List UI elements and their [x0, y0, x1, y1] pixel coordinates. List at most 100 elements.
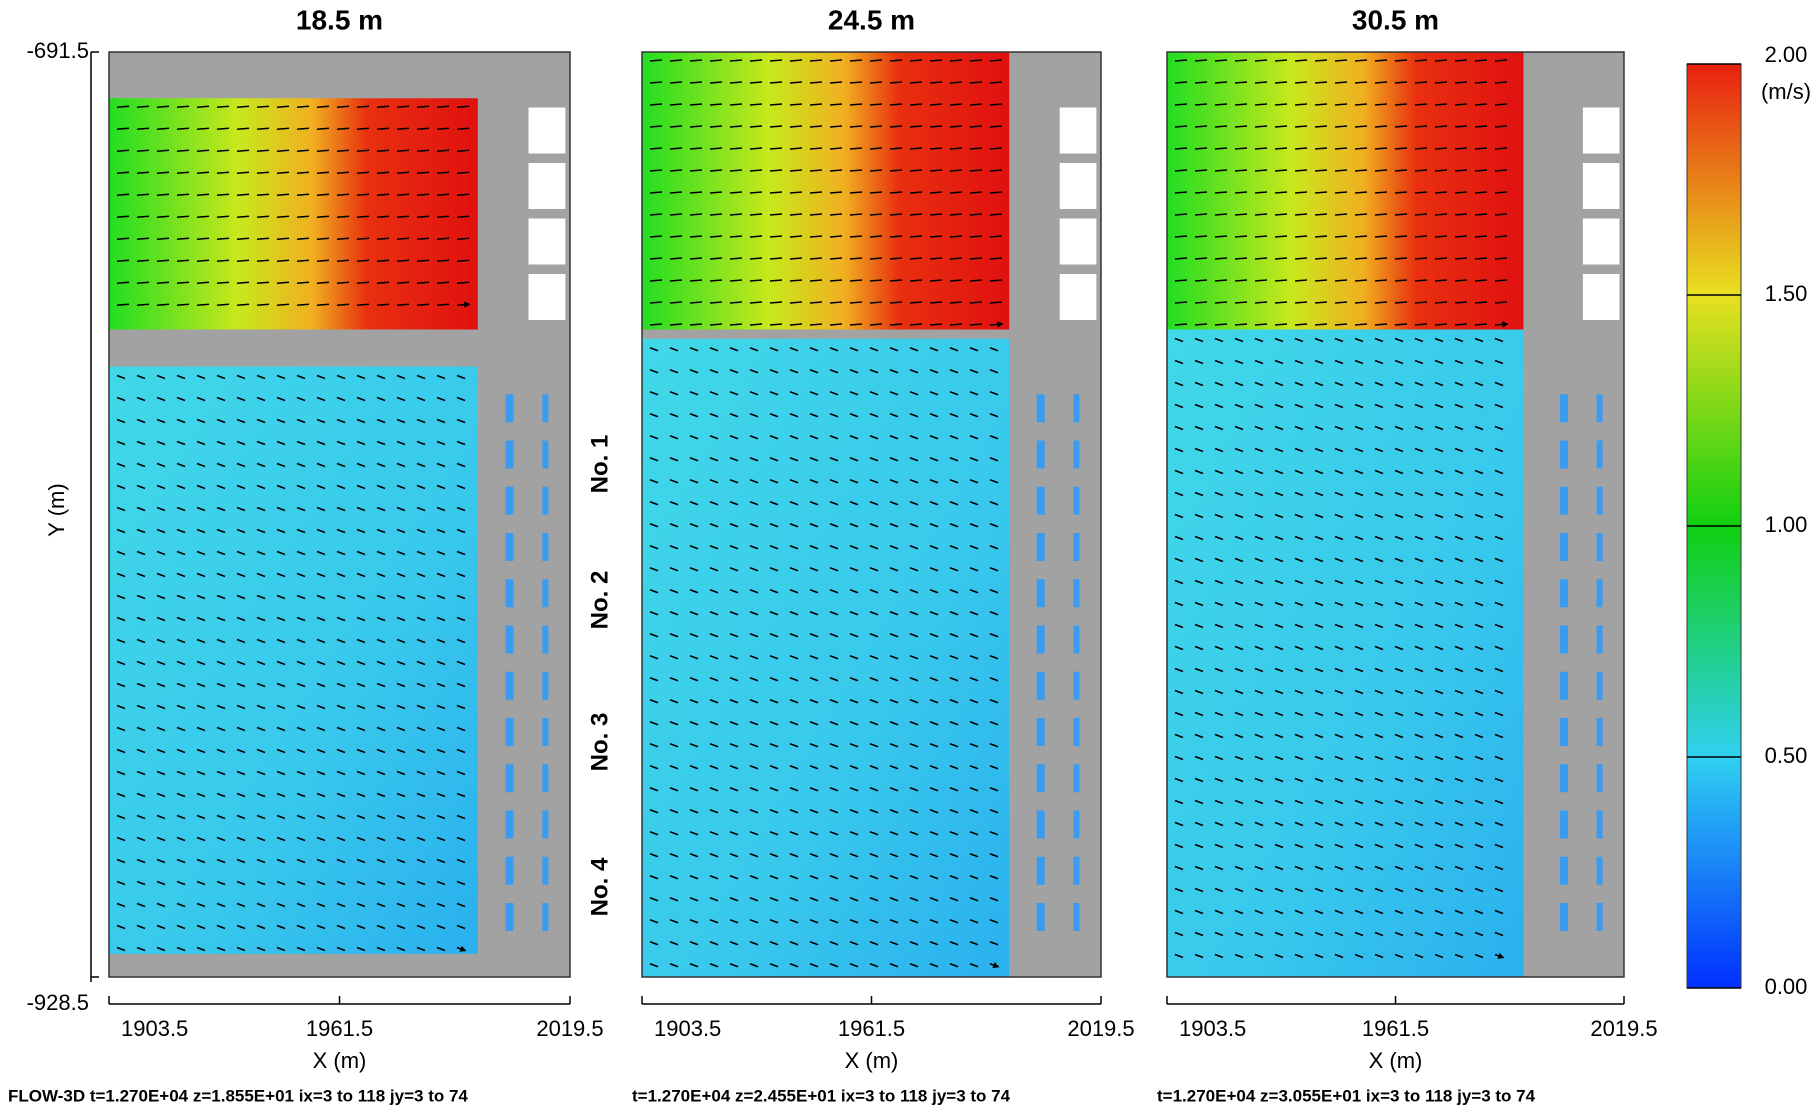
pump-slot: [1597, 857, 1603, 885]
y-tick-label: -691.5: [27, 38, 89, 63]
pump-slot: [1560, 764, 1568, 792]
pump-slot: [505, 487, 513, 515]
x-tick-label: 1961.5: [1362, 1016, 1429, 1041]
pump-slot: [1597, 811, 1603, 839]
pump-slot: [1560, 626, 1568, 654]
pump-slot: [542, 533, 548, 561]
pump-slot: [1073, 394, 1079, 422]
pump-slot: [1597, 626, 1603, 654]
pump-slot: [1037, 718, 1045, 746]
pump-label: No. 1: [586, 435, 613, 494]
pump-slot: [1073, 626, 1079, 654]
colorbar-tick-label: 2.00: [1765, 42, 1808, 67]
pump-slot: [505, 672, 513, 700]
outlet-block: [1060, 163, 1097, 209]
pump-slot: [505, 857, 513, 885]
pump-slot: [1073, 487, 1079, 515]
pump-slot: [542, 718, 548, 746]
x-tick-label: 1903.5: [1179, 1016, 1246, 1041]
pump-slot: [542, 441, 548, 469]
figure: No. 1 No. 2 No. 3 No. 4 18.5 m 1903.5 1961…: [0, 0, 1817, 1113]
footer: t=1.270E+04 z=3.055E+01 ix=3 to 118 jy=3…: [1157, 1086, 1536, 1105]
pump-slot: [1597, 672, 1603, 700]
pump-slot: [1073, 533, 1079, 561]
pump-slot: [542, 394, 548, 422]
pump-slot: [1037, 533, 1045, 561]
x-tick-label: 1961.5: [306, 1016, 373, 1041]
pump-slot: [542, 579, 548, 607]
pump-slot: [542, 811, 548, 839]
outlet-block: [1583, 219, 1620, 265]
outlet-block: [1583, 274, 1620, 320]
outlet-block: [1060, 108, 1097, 154]
colorbar-tick-label: 1.00: [1765, 512, 1808, 537]
pump-slot: [505, 441, 513, 469]
x-axis-label: X (m): [1369, 1048, 1423, 1073]
pump-slot: [1073, 903, 1079, 931]
x-tick-label: 1961.5: [838, 1016, 905, 1041]
pump-slot: [1560, 487, 1568, 515]
pump-slot: [1037, 672, 1045, 700]
forebay-flow: [109, 367, 478, 954]
pump-slot: [1597, 441, 1603, 469]
colorbar-unit: (m/s): [1761, 79, 1811, 104]
pump-slot: [505, 718, 513, 746]
pump-slot: [1037, 811, 1045, 839]
channel-flow: [109, 98, 478, 329]
pump-slot: [1037, 487, 1045, 515]
outlet-block: [529, 163, 566, 209]
outlet-block: [529, 219, 566, 265]
pump-slot: [542, 764, 548, 792]
pump-slot: [1073, 718, 1079, 746]
footer: FLOW-3D t=1.270E+04 z=1.855E+01 ix=3 to …: [8, 1086, 468, 1105]
pump-slot: [505, 394, 513, 422]
pump-slot: [1037, 394, 1045, 422]
y-axis-label: Y (m): [44, 483, 69, 536]
page: {"chart_data": [ {"type": "vector-field"…: [0, 0, 1817, 1113]
pump-slot: [1037, 857, 1045, 885]
pump-slot: [1073, 672, 1079, 700]
forebay-flow: [1167, 330, 1523, 978]
pump-slot: [542, 672, 548, 700]
pump-slot: [1560, 441, 1568, 469]
pump-slot: [1560, 857, 1568, 885]
outlet-block: [1060, 219, 1097, 265]
pump-slot: [1073, 579, 1079, 607]
pump-slot: [505, 533, 513, 561]
pump-slot: [542, 903, 548, 931]
pump-slot: [1073, 811, 1079, 839]
pump-slot: [542, 487, 548, 515]
channel-flow: [1167, 52, 1523, 330]
pump-slot: [542, 857, 548, 885]
pump-slot: [1560, 533, 1568, 561]
colorbar-tick-label: 1.50: [1765, 281, 1808, 306]
panel-title: 30.5 m: [1352, 4, 1439, 35]
pump-slot: [1597, 394, 1603, 422]
pump-slot: [1073, 764, 1079, 792]
pump-slot: [542, 626, 548, 654]
x-tick-label: 2019.5: [1067, 1016, 1134, 1041]
x-tick-label: 2019.5: [536, 1016, 603, 1041]
pump-slot: [1560, 718, 1568, 746]
x-tick-label: 2019.5: [1590, 1016, 1657, 1041]
pump-slot: [1597, 533, 1603, 561]
pump-label: No. 4: [586, 857, 613, 916]
pump-slot: [1037, 579, 1045, 607]
x-tick-label: 1903.5: [654, 1016, 721, 1041]
outlet-block: [529, 108, 566, 154]
pump-slot: [1073, 441, 1079, 469]
outlet-block: [529, 274, 566, 320]
pump-label: No. 3: [586, 713, 613, 772]
pump-slot: [1037, 764, 1045, 792]
pump-slot: [505, 811, 513, 839]
pump-slot: [1037, 903, 1045, 931]
pump-slot: [1597, 718, 1603, 746]
x-axis-label: X (m): [845, 1048, 899, 1073]
pump-slot: [1073, 857, 1079, 885]
pump-slot: [1597, 487, 1603, 515]
x-axis-label: X (m): [313, 1048, 367, 1073]
panel-title: 18.5 m: [296, 4, 383, 35]
pump-slot: [1597, 764, 1603, 792]
colorbar-tick-label: 0.50: [1765, 743, 1808, 768]
pump-label: No. 2: [586, 571, 613, 630]
